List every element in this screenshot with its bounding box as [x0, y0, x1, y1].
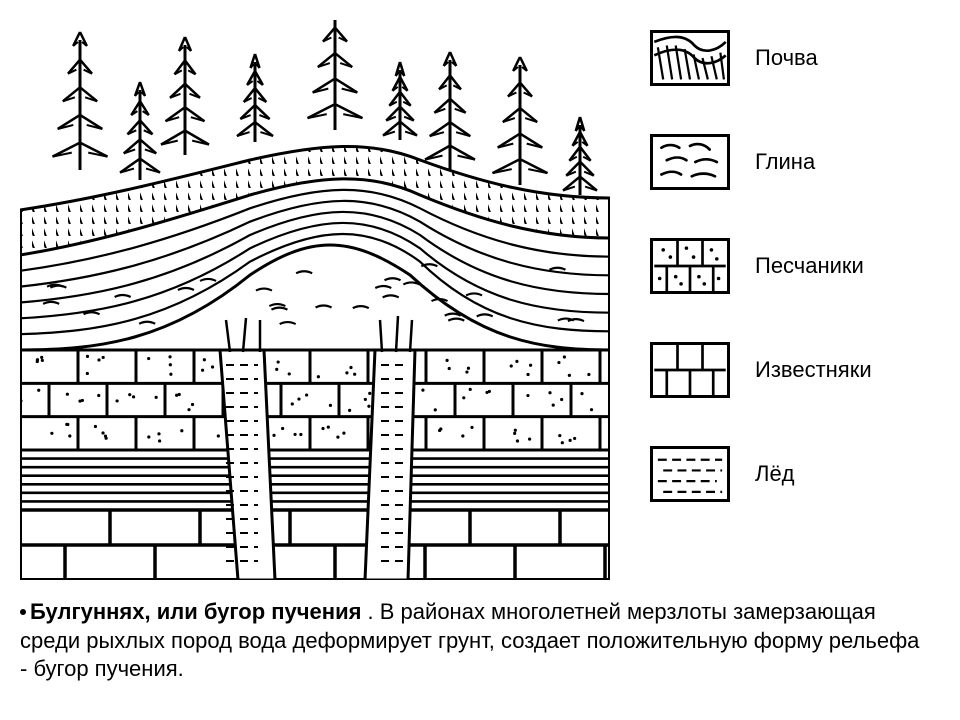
legend-item-sandstone: Песчаники [650, 238, 872, 294]
top-row: Почва Глина [20, 20, 940, 580]
legend-item-limestone: Известняки [650, 342, 872, 398]
legend-label-ice: Лёд [755, 461, 795, 487]
swatch-clay [650, 134, 730, 190]
page: Почва Глина [20, 20, 940, 684]
swatch-ice [650, 446, 730, 502]
bullet-icon [20, 609, 26, 615]
legend-label-sandstone: Песчаники [755, 253, 864, 279]
swatch-sandstone [650, 238, 730, 294]
swatch-limestone [650, 342, 730, 398]
legend: Почва Глина [650, 20, 872, 580]
legend-label-limestone: Известняки [755, 357, 872, 383]
cross-section-diagram [20, 20, 610, 580]
legend-item-ice: Лёд [650, 446, 872, 502]
legend-item-clay: Глина [650, 134, 872, 190]
legend-label-soil: Почва [755, 45, 818, 71]
legend-label-clay: Глина [755, 149, 815, 175]
caption: Булгуннях, или бугор пучения . В районах… [20, 598, 920, 684]
swatch-soil [650, 30, 730, 86]
legend-item-soil: Почва [650, 30, 872, 86]
caption-bold: Булгуннях, или бугор пучения [30, 599, 361, 624]
